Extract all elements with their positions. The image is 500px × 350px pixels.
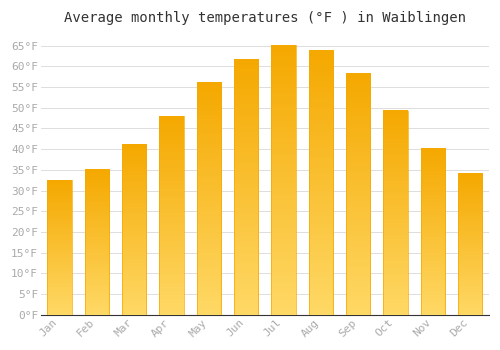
Bar — [346, 74, 370, 315]
Bar — [48, 180, 72, 315]
Bar — [85, 169, 109, 315]
Bar — [421, 148, 445, 315]
Bar — [122, 144, 146, 315]
Bar — [272, 45, 295, 315]
Bar — [384, 111, 407, 315]
Bar — [234, 59, 258, 315]
Title: Average monthly temperatures (°F ) in Waiblingen: Average monthly temperatures (°F ) in Wa… — [64, 11, 466, 25]
Bar — [160, 116, 184, 315]
Bar — [197, 83, 221, 315]
Bar — [458, 173, 482, 315]
Bar — [309, 50, 333, 315]
